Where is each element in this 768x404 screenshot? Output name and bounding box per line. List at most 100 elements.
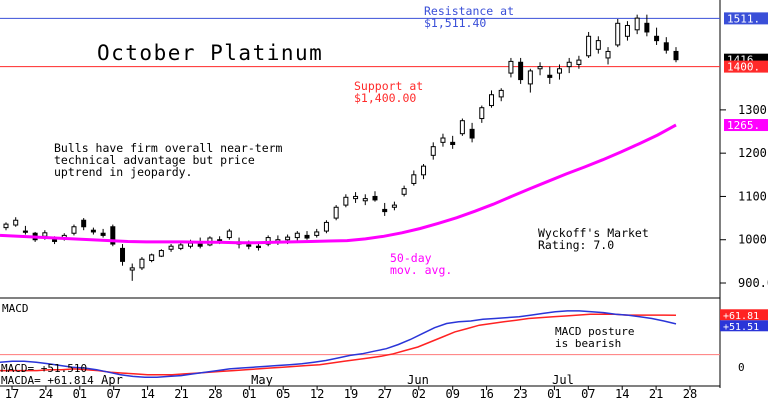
candle-body-down xyxy=(654,35,660,42)
candle xyxy=(566,57,572,74)
rating-line1: Wyckoff's Market xyxy=(538,226,649,240)
candle-body-up xyxy=(489,94,495,107)
candle-body-down xyxy=(110,226,116,245)
candle xyxy=(382,202,388,216)
candle xyxy=(411,170,417,186)
candle-body-down xyxy=(372,195,378,201)
candle xyxy=(90,227,96,235)
date-tick-label: 28 xyxy=(683,387,697,400)
candle xyxy=(81,218,87,231)
candle xyxy=(22,225,28,235)
candle-body-down xyxy=(304,234,310,239)
candle xyxy=(314,228,320,238)
candle-body-up xyxy=(314,231,320,236)
date-tick-label: 19 xyxy=(344,387,358,400)
candle-body-down xyxy=(120,247,126,262)
moving-average-label-line2: mov. avg. xyxy=(390,263,452,277)
price-tag: 1511. xyxy=(724,12,768,25)
price-tag: 1400. xyxy=(724,60,768,74)
candle xyxy=(372,191,378,202)
candle-body-down xyxy=(469,128,475,139)
candle xyxy=(353,192,359,203)
date-tick-label: 14 xyxy=(140,387,154,400)
candle xyxy=(323,220,329,234)
date-tick-label: 05 xyxy=(276,387,290,400)
candle-body-up xyxy=(362,198,368,202)
candle-body-up xyxy=(556,68,562,74)
candle-body-up xyxy=(42,232,48,237)
candle-body-up xyxy=(479,107,485,120)
date-tick-labels: 17 24 01 07 14 21 28 01 05 12 19 27 02 09 16 23 01 07 14 21… xyxy=(5,386,697,401)
candle-body-up xyxy=(178,244,184,249)
price-tag-bg xyxy=(724,12,768,25)
candle xyxy=(3,222,9,231)
candle-body-up xyxy=(411,174,417,184)
candle xyxy=(556,64,562,80)
candle-body-up xyxy=(537,66,543,70)
candle-body-up xyxy=(149,254,155,262)
macd-line xyxy=(0,310,677,379)
candle xyxy=(673,47,679,63)
candle xyxy=(158,249,164,258)
candle xyxy=(547,66,553,84)
candle-body-down xyxy=(518,61,524,81)
candle-body-down xyxy=(663,42,669,51)
candle xyxy=(508,57,514,78)
macd-value-tag-text: +51.51 xyxy=(723,322,759,333)
candle-body-up xyxy=(498,89,504,98)
candle xyxy=(576,55,582,69)
candle-body-up xyxy=(615,22,621,46)
candle-body-down xyxy=(22,230,28,233)
candle xyxy=(139,257,145,271)
candle-body-up xyxy=(634,17,640,31)
date-tick-label: 07 xyxy=(581,387,595,400)
candle xyxy=(624,21,630,41)
date-tick-label: 14 xyxy=(615,387,629,400)
candle-body-down xyxy=(52,239,58,242)
candle-body-up xyxy=(430,146,436,156)
candle-body-down xyxy=(246,244,252,247)
price-tag-bg xyxy=(724,119,768,132)
candle-body-up xyxy=(605,50,611,59)
price-tick-label: 1000.0 xyxy=(738,233,768,247)
month-labels: Apr May Jun Jul xyxy=(101,373,574,387)
candle xyxy=(333,205,339,221)
candle xyxy=(226,228,232,240)
month-label: May xyxy=(251,373,273,387)
candle-body-up xyxy=(333,206,339,219)
candle xyxy=(537,62,543,76)
candle xyxy=(129,263,135,281)
price-tick-label: 900.0 xyxy=(738,276,768,290)
date-tick-label: 02 xyxy=(412,387,426,400)
candle xyxy=(615,18,621,48)
candle xyxy=(469,122,475,143)
candle xyxy=(634,14,640,35)
price-tick-label: 1200.0 xyxy=(738,146,768,160)
rating-line2: Rating: 7.0 xyxy=(538,238,614,252)
price-tag-text: 1511. xyxy=(727,12,760,25)
candle-body-up xyxy=(440,137,446,143)
candle-body-up xyxy=(391,204,397,208)
date-tick-label: 01 xyxy=(73,387,87,400)
date-axis: 17 24 01 07 14 21 28 01 05 12 19 27 02 09 16 23 01 07 14 21… xyxy=(0,373,720,401)
candle-body-down xyxy=(90,229,96,233)
chart-title: October Platinum xyxy=(97,41,323,65)
date-tick-label: 12 xyxy=(310,387,324,400)
candle-body-up xyxy=(226,230,232,239)
candle xyxy=(489,90,495,108)
date-tick-label: 24 xyxy=(39,387,53,400)
resistance-label-line1: Resistance at xyxy=(424,4,514,18)
macda-value-tag-text: +61.81 xyxy=(723,311,759,322)
price-tags: 1511.1416.1400.1265. xyxy=(724,12,768,132)
candle xyxy=(343,194,349,208)
candle xyxy=(430,142,436,160)
candle-body-up xyxy=(187,242,193,247)
candle-body-up xyxy=(421,165,427,176)
candle xyxy=(100,228,106,238)
resistance-label-line2: $1,511.40 xyxy=(424,16,486,30)
date-tick-label: 16 xyxy=(479,387,493,400)
candle xyxy=(71,224,77,236)
candle xyxy=(294,231,300,241)
